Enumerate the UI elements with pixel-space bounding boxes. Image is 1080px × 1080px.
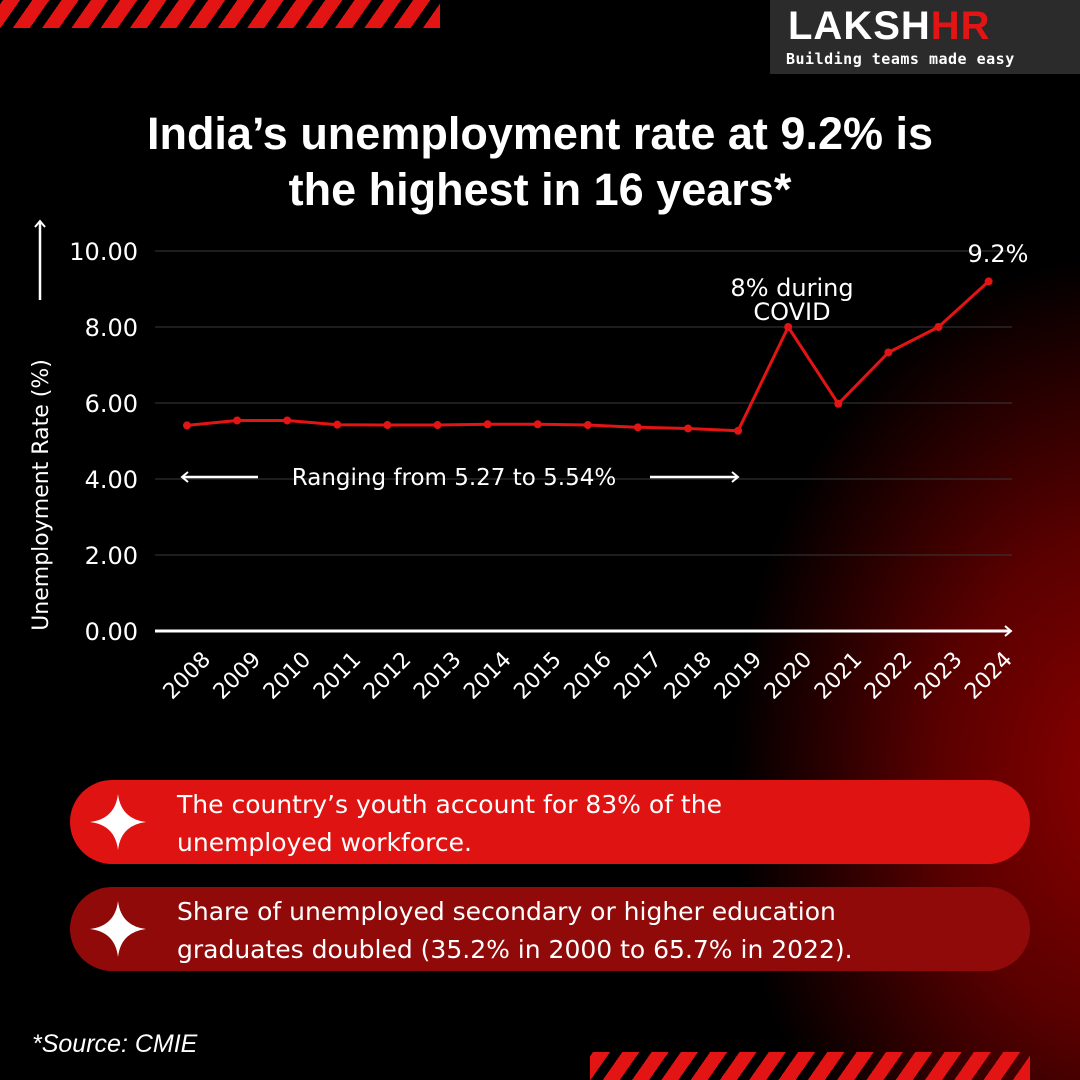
decorative-stripes-top xyxy=(0,0,440,28)
data-point xyxy=(433,421,442,430)
callout-youth: The country’s youth account for 83% of t… xyxy=(70,780,1030,864)
range-annotation: Ranging from 5.27 to 5.54% xyxy=(292,465,616,491)
callout-youth-line-2: unemployed workforce. xyxy=(177,828,472,857)
x-tick-label: 2020 xyxy=(760,647,817,704)
series-line xyxy=(186,280,990,433)
callout-graduates-text: Share of unemployed secondary or higher … xyxy=(177,893,853,969)
decorative-stripes-bottom xyxy=(590,1052,1030,1080)
brand-name-accent: HR xyxy=(930,4,991,48)
y-tick-label: 0.00 xyxy=(85,618,138,646)
callout-graduates: Share of unemployed secondary or higher … xyxy=(70,887,1030,971)
x-tick-label: 2023 xyxy=(910,647,967,704)
data-point xyxy=(583,421,592,430)
data-point xyxy=(984,277,993,286)
data-point xyxy=(333,420,342,429)
x-tick-label: 2011 xyxy=(309,647,366,704)
y-tick-label: 6.00 xyxy=(85,390,138,418)
x-tick-label: 2021 xyxy=(810,647,867,704)
brand-tagline: Building teams made easy xyxy=(786,50,1015,68)
brand-logo: LAKSHHR Building teams made easy xyxy=(770,0,1080,74)
x-tick-label: 2024 xyxy=(960,647,1017,704)
y-tick-label: 8.00 xyxy=(85,314,138,342)
data-point xyxy=(383,421,392,430)
data-point xyxy=(483,420,492,429)
data-point xyxy=(233,416,242,425)
x-tick-label: 2022 xyxy=(860,647,917,704)
callout-youth-text: The country’s youth account for 83% of t… xyxy=(177,786,722,862)
title-line-2: the highest in 16 years* xyxy=(288,164,792,215)
data-point xyxy=(183,421,191,430)
chart-gridlines xyxy=(155,250,1012,556)
data-point xyxy=(934,323,943,331)
callout-graduates-line-1: Share of unemployed secondary or higher … xyxy=(177,897,836,926)
x-tick-label: 2009 xyxy=(209,647,266,704)
x-axis-ticks: 2008200920102011201220132014201520162017… xyxy=(159,647,1018,704)
x-tick-label: 2017 xyxy=(610,647,667,704)
data-point xyxy=(734,426,743,435)
source-note: *Source: CMIE xyxy=(32,1030,198,1058)
y-tick-label: 10.00 xyxy=(69,238,138,266)
y-axis-label: Unemployment Rate (%) xyxy=(29,359,54,631)
y-tick-label: 2.00 xyxy=(85,542,138,570)
x-tick-label: 2012 xyxy=(359,647,416,704)
covid-annotation-line-2: COVID xyxy=(753,298,830,326)
x-tick-label: 2018 xyxy=(660,647,717,704)
callout-youth-line-1: The country’s youth account for 83% of t… xyxy=(177,790,722,819)
data-point xyxy=(784,323,793,331)
y-axis-ticks: 0.00 2.00 4.00 6.00 8.00 10.00 xyxy=(69,238,138,646)
data-point xyxy=(884,348,893,357)
x-tick-label: 2013 xyxy=(409,647,466,704)
data-point xyxy=(533,420,542,429)
x-tick-label: 2019 xyxy=(710,647,767,704)
covid-annotation-line-1: 8% during xyxy=(730,274,853,302)
latest-value-annotation: 9.2% xyxy=(968,240,1029,268)
data-point xyxy=(633,423,642,432)
sparkle-icon xyxy=(90,901,146,957)
x-tick-label: 2008 xyxy=(159,647,216,704)
x-tick-label: 2015 xyxy=(509,647,566,704)
brand-name: LAKSHHR xyxy=(788,4,991,48)
brand-name-main: LAKSH xyxy=(788,4,931,48)
page-title: India’s unemployment rate at 9.2% is the… xyxy=(40,106,1040,218)
series-points xyxy=(183,277,993,435)
data-point xyxy=(834,399,843,408)
data-point xyxy=(283,416,292,425)
x-tick-label: 2016 xyxy=(560,647,617,704)
sparkle-icon xyxy=(90,794,146,850)
data-point xyxy=(684,424,692,433)
x-tick-label: 2014 xyxy=(459,647,516,704)
x-tick-label: 2010 xyxy=(259,647,316,704)
callout-graduates-line-2: graduates doubled (35.2% in 2000 to 65.7… xyxy=(177,935,853,964)
y-tick-label: 4.00 xyxy=(85,466,138,494)
title-line-1: India’s unemployment rate at 9.2% is xyxy=(146,108,934,159)
